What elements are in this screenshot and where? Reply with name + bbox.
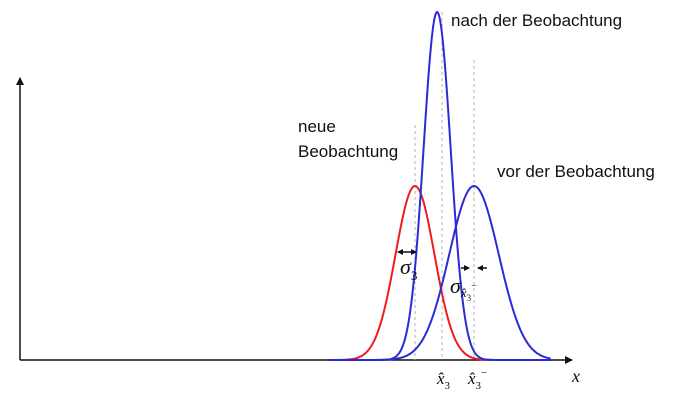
tick-label-prior: x̂3− — [467, 367, 487, 392]
series-line-post — [329, 10, 551, 361]
label-obs-line1: neue — [298, 117, 336, 136]
label-obs-line2: Beobachtung — [298, 142, 398, 161]
series-line-prior — [329, 184, 551, 361]
series-line-obs — [329, 184, 551, 361]
tick-label-post: x̂3 — [436, 369, 451, 392]
sigma-obs-label: σ3 — [400, 254, 417, 283]
x-axis-label: x — [571, 366, 580, 386]
label-prior: vor der Beobachtung — [497, 162, 655, 181]
sigma-prior-label: σx̂3− — [450, 273, 477, 303]
label-post: nach der Beobachtung — [451, 11, 622, 30]
